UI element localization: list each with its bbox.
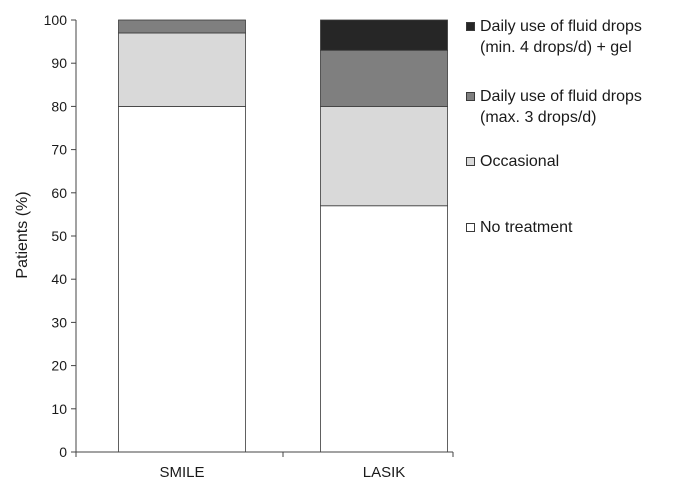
bar-segment-smile-2 bbox=[118, 19, 246, 34]
legend-label: Occasional bbox=[480, 153, 560, 170]
y-tick-label: 80 bbox=[51, 98, 67, 114]
bar-segment-lasik-0 bbox=[320, 205, 448, 453]
legend-swatch bbox=[466, 223, 475, 232]
y-tick-label: 50 bbox=[51, 228, 67, 244]
y-tick-label: 100 bbox=[44, 12, 68, 28]
bar-segment-smile-0 bbox=[118, 106, 246, 453]
x-tick-label-smile: SMILE bbox=[159, 464, 204, 481]
y-tick-label: 30 bbox=[51, 314, 67, 330]
legend-swatch bbox=[466, 92, 475, 101]
y-tick-label: 10 bbox=[51, 401, 67, 417]
legend-label: Daily use of fluid drops (max. 3 drops/d… bbox=[480, 88, 642, 126]
legend-label: No treatment bbox=[480, 219, 573, 236]
legend-swatch bbox=[466, 22, 475, 31]
y-tick-label: 60 bbox=[51, 185, 67, 201]
y-tick-label: 0 bbox=[59, 444, 67, 460]
y-tick-label: 20 bbox=[51, 358, 67, 374]
y-tick-label: 40 bbox=[51, 271, 67, 287]
y-tick-label: 90 bbox=[51, 55, 67, 71]
axes-layer: 0 10 20 30 40 50 60 70 80 90 100 SMILE LASIK bbox=[44, 12, 454, 481]
y-axis-label: Patients (%) bbox=[14, 191, 31, 278]
bar-segment-lasik-2 bbox=[320, 49, 448, 107]
legend-swatch bbox=[466, 157, 475, 166]
x-tick-label-lasik: LASIK bbox=[363, 464, 406, 481]
bar-segment-lasik-1 bbox=[320, 106, 448, 207]
legend-label: Daily use of fluid drops (min. 4 drops/d… bbox=[480, 18, 642, 56]
bar-segment-lasik-3 bbox=[320, 19, 448, 51]
y-tick-label: 70 bbox=[51, 142, 67, 158]
bar-segment-smile-1 bbox=[118, 32, 246, 107]
bars-layer bbox=[118, 19, 448, 453]
